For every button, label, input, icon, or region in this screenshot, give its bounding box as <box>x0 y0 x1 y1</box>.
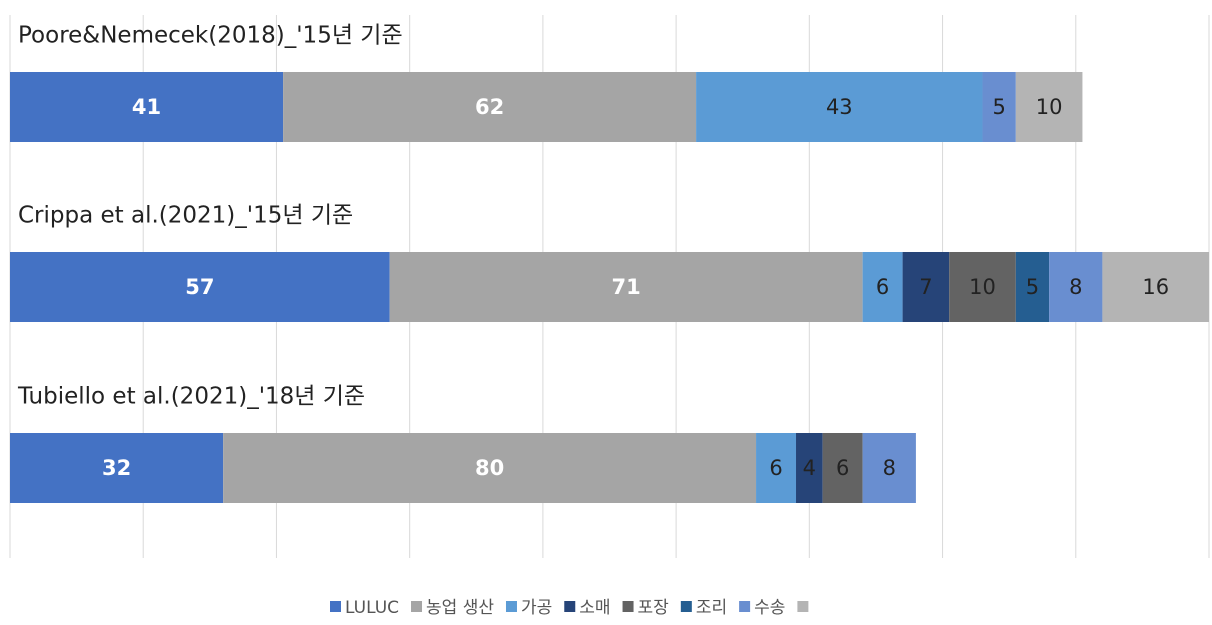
value-label: 62 <box>475 95 504 119</box>
bar-segment <box>696 72 983 142</box>
value-label: 5 <box>992 95 1005 119</box>
bar-segment <box>862 252 903 322</box>
legend-swatch <box>330 601 341 612</box>
legend-label: 농업 생산 <box>426 598 494 618</box>
bar-segment <box>822 433 863 503</box>
bar-segment <box>902 252 950 322</box>
value-label: 6 <box>836 456 849 480</box>
bar-segment <box>1015 252 1050 322</box>
bar-segment <box>10 72 284 142</box>
legend-label: LULUC <box>345 598 399 618</box>
legend-swatch <box>680 601 692 612</box>
value-label: 6 <box>876 275 889 299</box>
bar-segment <box>389 252 863 322</box>
legend-swatch <box>739 601 751 612</box>
value-label: 32 <box>102 456 131 480</box>
value-label: 43 <box>826 95 853 119</box>
legend-label: 포장 <box>638 598 670 618</box>
value-label: 10 <box>969 275 996 299</box>
legend-swatch <box>564 601 576 612</box>
bar-segment <box>1015 72 1083 142</box>
bar-segment <box>1049 252 1103 322</box>
legend-label: 수송 <box>754 598 785 618</box>
legend-label: 소매 <box>579 598 610 618</box>
value-label: 10 <box>1036 95 1063 119</box>
legend-swatch <box>411 601 423 612</box>
bar-segment <box>949 252 1016 322</box>
value-label: 41 <box>132 95 161 119</box>
value-label: 80 <box>475 456 504 480</box>
legend-swatch <box>797 601 809 612</box>
bar-segment <box>796 433 823 503</box>
value-label: 6 <box>769 456 782 480</box>
bar-segment <box>10 252 390 322</box>
value-label: 57 <box>185 275 214 299</box>
category-label: Tubiello et al.(2021)_'18년 기준 <box>17 384 365 410</box>
legend-label: 조리 <box>696 598 727 618</box>
bar-segment <box>283 72 697 142</box>
bar-segment <box>223 433 757 503</box>
value-label: 7 <box>919 275 932 299</box>
legend-swatch <box>622 601 634 612</box>
value-label: 5 <box>1026 275 1039 299</box>
bar-segment <box>1102 252 1209 322</box>
category-label: Crippa et al.(2021)_'15년 기준 <box>18 203 353 229</box>
bar-segment <box>10 433 224 503</box>
legend-swatch <box>505 601 517 612</box>
legend-label: 가공 <box>521 598 552 618</box>
value-label: 8 <box>1069 275 1082 299</box>
category-label: Poore&Nemecek(2018)_'15년 기준 <box>18 23 403 49</box>
bar-segment <box>756 433 797 503</box>
value-label: 4 <box>803 456 816 480</box>
bar-segment <box>982 72 1016 142</box>
value-label: 16 <box>1142 275 1169 299</box>
bar-segment <box>862 433 916 503</box>
value-label: 71 <box>612 275 641 299</box>
value-label: 8 <box>883 456 896 480</box>
